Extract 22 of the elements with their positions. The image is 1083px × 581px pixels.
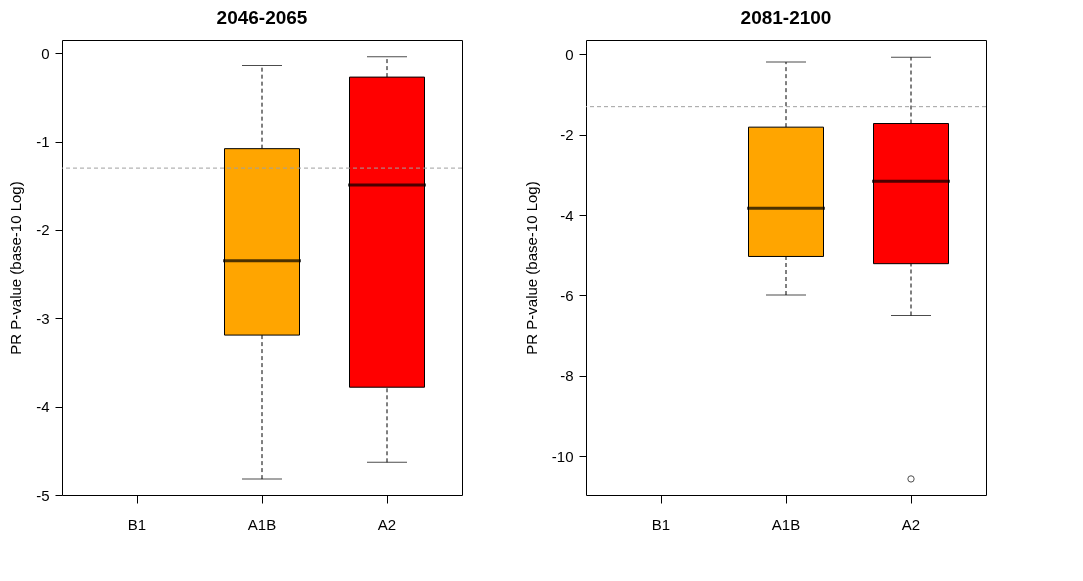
x-tick-label: A2 bbox=[377, 515, 397, 533]
y-tick-label: -10 bbox=[551, 447, 574, 465]
y-tick-label: -2 bbox=[36, 221, 50, 239]
x-tick-label: A1B bbox=[247, 515, 277, 533]
x-tick-label: B1 bbox=[127, 515, 147, 533]
y-tick-label: -2 bbox=[560, 126, 574, 144]
y-tick-label: -1 bbox=[36, 133, 50, 151]
x-tick-label: B1 bbox=[651, 515, 671, 533]
y-tick-label: -5 bbox=[36, 486, 50, 504]
y-tick-label: 0 bbox=[41, 44, 50, 62]
y-axis-title: PR P-value (base-10 Log) bbox=[7, 181, 25, 355]
y-axis-title: PR P-value (base-10 Log) bbox=[522, 181, 540, 355]
chart-title: 2081-2100 bbox=[740, 7, 832, 28]
y-tick-label: -4 bbox=[560, 206, 574, 224]
x-tick-label: A2 bbox=[901, 515, 921, 533]
y-tick-label: -6 bbox=[560, 286, 574, 304]
y-tick-label: -4 bbox=[36, 398, 50, 416]
y-tick-label: 0 bbox=[565, 45, 574, 63]
x-tick-label: A1B bbox=[771, 515, 801, 533]
y-tick-label: -8 bbox=[560, 367, 574, 385]
y-tick-label: -3 bbox=[36, 309, 50, 327]
chart-title: 2046-2065 bbox=[216, 7, 308, 28]
